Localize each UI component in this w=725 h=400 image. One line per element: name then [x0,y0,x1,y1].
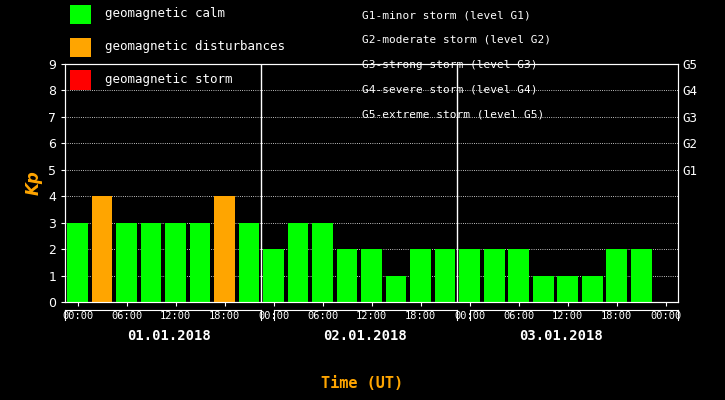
Bar [91,196,112,302]
Y-axis label: Kp: Kp [25,171,43,195]
Text: 01.01.2018: 01.01.2018 [128,329,211,343]
Bar [484,249,505,302]
Text: G3-strong storm (level G3): G3-strong storm (level G3) [362,60,538,70]
Bar [606,249,627,302]
Bar [288,223,308,302]
Bar [558,276,578,302]
Bar [141,223,162,302]
Bar [386,276,407,302]
Text: G4-severe storm (level G4): G4-severe storm (level G4) [362,84,538,94]
Bar [165,223,186,302]
Bar [214,196,235,302]
Bar [190,223,210,302]
Bar [410,249,431,302]
Text: geomagnetic storm: geomagnetic storm [105,73,233,86]
Bar [67,223,88,302]
Bar [312,223,333,302]
Bar [361,249,382,302]
Bar [435,249,455,302]
Text: G1-minor storm (level G1): G1-minor storm (level G1) [362,10,531,20]
Bar [508,249,529,302]
Bar [631,249,652,302]
Text: G2-moderate storm (level G2): G2-moderate storm (level G2) [362,35,552,45]
Text: geomagnetic disturbances: geomagnetic disturbances [105,40,285,53]
Bar [336,249,357,302]
Text: geomagnetic calm: geomagnetic calm [105,8,225,20]
Text: 02.01.2018: 02.01.2018 [323,329,407,343]
Bar [459,249,480,302]
Bar [116,223,137,302]
Bar [263,249,284,302]
Bar [581,276,602,302]
Bar [533,276,553,302]
Text: Time (UT): Time (UT) [321,376,404,392]
Text: G5-extreme storm (level G5): G5-extreme storm (level G5) [362,109,544,119]
Text: 03.01.2018: 03.01.2018 [520,329,603,343]
Bar [239,223,260,302]
